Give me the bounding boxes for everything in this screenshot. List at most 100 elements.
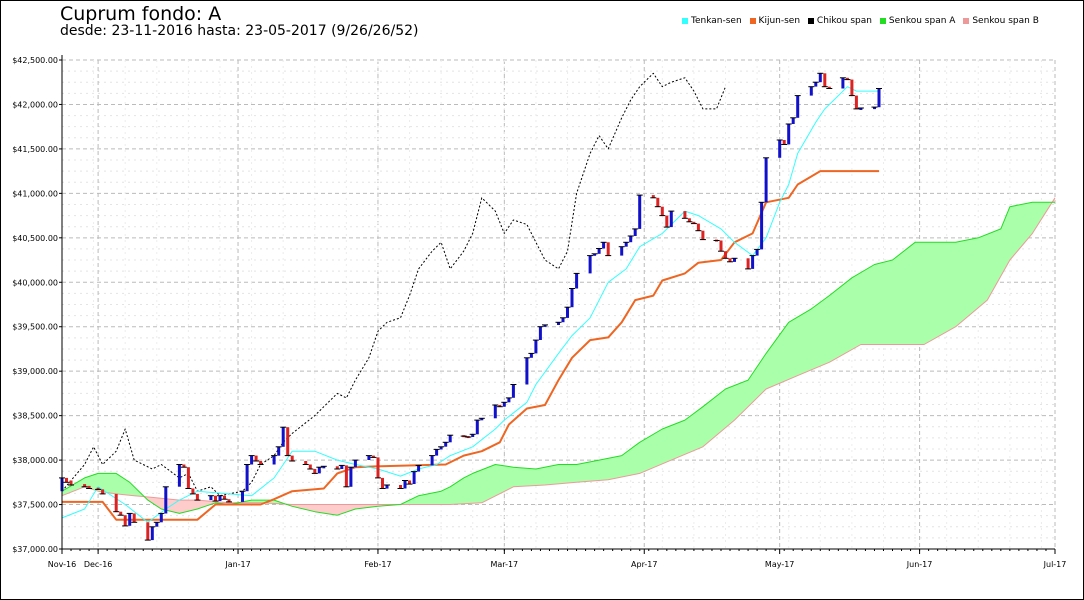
y-tick-label: $38,500.00 bbox=[12, 412, 58, 421]
candle-up bbox=[417, 465, 421, 472]
candle-up bbox=[841, 77, 845, 89]
candle-down bbox=[65, 477, 68, 483]
legend-label-kijun-sen: Kijun-sen bbox=[758, 16, 801, 26]
candle-down bbox=[724, 251, 727, 259]
candle-up bbox=[367, 455, 371, 460]
x-tick-label: Mar-17 bbox=[491, 560, 519, 569]
candle-up bbox=[412, 471, 416, 484]
candle-up bbox=[353, 460, 357, 468]
candle-down bbox=[665, 215, 669, 228]
senkou-span-a-line bbox=[61, 201, 1055, 516]
candle-down bbox=[146, 522, 150, 541]
candle-up bbox=[317, 467, 321, 474]
candle-down bbox=[850, 79, 854, 96]
y-tick-label: $42,000.00 bbox=[12, 100, 58, 109]
candle-up bbox=[760, 202, 764, 250]
candle-up bbox=[566, 307, 569, 318]
x-tick-label: Feb-17 bbox=[364, 560, 391, 569]
x-tick-label: Apr-17 bbox=[631, 560, 657, 569]
candle-down bbox=[259, 461, 263, 465]
candle-down bbox=[823, 73, 827, 87]
candle-up bbox=[629, 236, 633, 243]
legend-swatch-chikou-span bbox=[807, 18, 814, 24]
candle-up bbox=[602, 242, 606, 249]
chikou-span-line bbox=[61, 72, 726, 497]
candle-down bbox=[195, 493, 199, 501]
candle-down bbox=[87, 485, 91, 489]
candle-down bbox=[606, 242, 610, 256]
candle-up bbox=[593, 253, 597, 256]
x-tick-label: Jun-17 bbox=[906, 560, 933, 569]
y-tick-label: $37,000.00 bbox=[12, 545, 58, 554]
candle-up bbox=[620, 246, 624, 256]
candle-up bbox=[435, 449, 439, 456]
candle-down bbox=[286, 427, 290, 456]
chart-legend: Tenkan-sen Kijun-sen Chikou span Senkou … bbox=[682, 16, 1044, 30]
cloud-bearish-area bbox=[283, 503, 396, 516]
candle-up bbox=[814, 82, 818, 87]
candle-up bbox=[529, 353, 533, 358]
senkou-span-b-line bbox=[61, 197, 1056, 505]
candle-down bbox=[227, 499, 231, 502]
candle-up bbox=[638, 195, 642, 229]
candles bbox=[59, 72, 882, 541]
candle-up bbox=[534, 340, 538, 354]
cloud-bullish-area bbox=[62, 473, 144, 497]
candle-up bbox=[128, 513, 132, 526]
candle-down bbox=[123, 515, 127, 526]
candle-up bbox=[218, 495, 222, 501]
candle-down bbox=[214, 495, 217, 501]
candle-down bbox=[827, 86, 831, 89]
y-tick-label: $38,000.00 bbox=[12, 456, 58, 465]
candle-down bbox=[719, 240, 723, 252]
candle-down bbox=[683, 211, 687, 219]
cloud-bullish-area bbox=[396, 202, 1051, 505]
candle-up bbox=[209, 495, 213, 501]
candle-down bbox=[186, 467, 190, 489]
candle-up bbox=[164, 486, 168, 514]
candle-down bbox=[119, 511, 123, 516]
candle-down bbox=[371, 455, 375, 458]
legend-label-senkou-span-b: Senkou span B bbox=[972, 16, 1039, 26]
candle-down bbox=[399, 485, 402, 489]
candle-down bbox=[182, 464, 186, 468]
candle-down bbox=[69, 480, 73, 485]
candle-down bbox=[101, 489, 105, 494]
candle-up bbox=[787, 124, 791, 145]
legend-swatch-senkou-span-a bbox=[879, 18, 886, 24]
chart-subtitle: desde: 23-11-2016 hasta: 23-05-2017 (9/2… bbox=[60, 23, 419, 39]
candle-down bbox=[191, 488, 195, 494]
candle-down bbox=[132, 513, 136, 523]
candle-up bbox=[751, 255, 755, 269]
candle-down bbox=[660, 206, 664, 216]
tenkan-sen-line bbox=[61, 86, 879, 523]
candle-down bbox=[728, 258, 732, 262]
candle-down bbox=[96, 487, 100, 490]
candle-up bbox=[150, 526, 154, 541]
candle-down bbox=[746, 258, 750, 269]
candle-up bbox=[778, 140, 782, 158]
candle-up bbox=[385, 485, 389, 489]
candle-up bbox=[444, 442, 448, 447]
candle-up bbox=[493, 405, 497, 419]
candle-up bbox=[597, 248, 601, 254]
y-tick-label: $41,500.00 bbox=[12, 145, 58, 154]
x-tick-label: Dec-16 bbox=[84, 560, 113, 569]
candle-up bbox=[511, 384, 515, 398]
candle-up bbox=[877, 88, 881, 108]
legend-label-chikou-span: Chikou span bbox=[816, 16, 872, 26]
candle-up bbox=[538, 326, 542, 340]
candle-down bbox=[498, 405, 502, 407]
candle-up bbox=[873, 107, 876, 110]
candle-down bbox=[656, 197, 660, 207]
legend-swatch-kijun-sen bbox=[749, 18, 756, 24]
y-tick-label: $40,000.00 bbox=[12, 278, 58, 287]
candle-up bbox=[588, 255, 592, 274]
candle-up bbox=[502, 402, 506, 407]
y-tick-label: $42,500.00 bbox=[12, 56, 58, 65]
candle-down bbox=[854, 95, 858, 109]
candle-up bbox=[439, 446, 443, 450]
candle-up bbox=[557, 322, 560, 325]
candle-up bbox=[403, 480, 407, 489]
